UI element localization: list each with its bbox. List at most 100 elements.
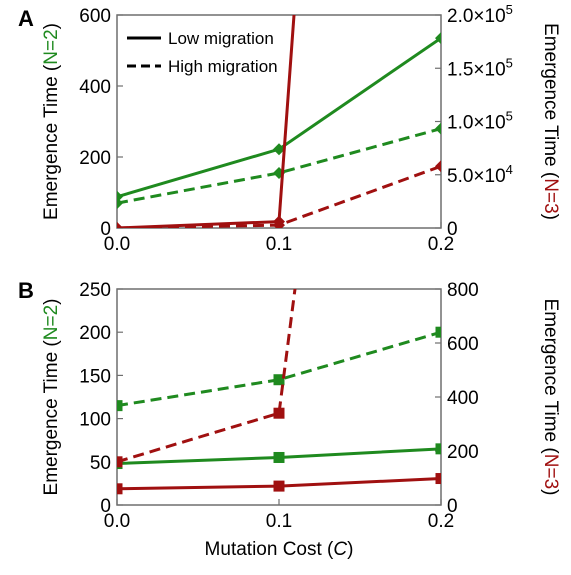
data-point-square <box>117 483 123 495</box>
y-left-tick-label: 250 <box>79 280 111 301</box>
x-axis-label: Mutation Cost (C) <box>205 539 354 560</box>
tick-mantissa: 600 <box>447 334 479 355</box>
data-point-diamond <box>273 143 285 156</box>
data-point-diamond <box>435 160 441 173</box>
panel-b: B0.0 0.1 0.20501001502002500200400600800Em… <box>18 278 561 560</box>
data-point-square <box>273 451 285 463</box>
series-n3-high-migration <box>117 160 441 228</box>
y-left-label-n: N=2 <box>41 305 62 340</box>
x-tick-label: 0.2 <box>428 511 454 532</box>
tick-mantissa: 400 <box>447 388 479 409</box>
y-right-label-suffix: ) <box>540 214 561 220</box>
y-left-tick-label: 100 <box>79 410 111 431</box>
tick-mantissa: 2.0×10 <box>447 6 506 27</box>
y-right-label: Emergence Time (N=3) <box>540 299 561 496</box>
tick-mantissa: 0 <box>447 496 458 517</box>
x-tick-label: 0.1 <box>266 511 292 532</box>
y-right-tick-label: 0 <box>447 496 458 517</box>
x-tick-label: 0.0 <box>104 234 130 255</box>
legend-item: Low migration <box>127 29 274 48</box>
series-line <box>117 289 297 464</box>
plot-frame <box>116 14 442 229</box>
y-left-tick-label: 0 <box>100 496 111 517</box>
series-n3-low-migration <box>117 473 441 495</box>
data-point-square <box>117 456 123 468</box>
x-tick-label: 0.2 <box>428 234 454 255</box>
panel-a: A0.0 0.1 0.2020040060005.0×1041.0×1051.5×1… <box>18 2 561 255</box>
y-left-tick-label: 0 <box>100 219 111 240</box>
y-right-tick-label: 2.0×105 <box>447 2 513 27</box>
data-point-square <box>435 326 441 338</box>
y-left-tick-label: 200 <box>79 148 111 169</box>
data-point-diamond <box>117 197 123 210</box>
series-n3-high-migration <box>117 289 297 468</box>
data-point-diamond <box>273 219 285 228</box>
y-left-label-suffix: ) <box>41 299 62 305</box>
data-point-square <box>273 407 285 419</box>
y-right-tick-label: 0 <box>447 219 458 240</box>
y-right-tick-label: 5.0×104 <box>447 162 513 187</box>
series-n2-low-migration <box>117 32 441 203</box>
series-n2-low-migration <box>117 443 441 470</box>
y-left-label: Emergence Time (N=2) <box>41 299 62 496</box>
y-left-tick-label: 600 <box>79 6 111 27</box>
series-line <box>117 330 441 408</box>
y-right-tick-label: 400 <box>447 388 479 409</box>
series-layer <box>117 15 441 228</box>
y-left-tick-label: 400 <box>79 77 111 98</box>
plot-frame <box>116 288 442 506</box>
panel-label: B <box>18 278 34 303</box>
y-left-label-suffix: ) <box>41 23 62 29</box>
y-right-label-suffix: ) <box>540 489 561 495</box>
y-right-tick-label: 800 <box>447 280 479 301</box>
legend: Low migration High migration <box>127 29 278 76</box>
series-n2-high-migration <box>117 122 441 210</box>
y-left-tick-label: 50 <box>90 453 111 474</box>
data-point-square <box>435 443 441 455</box>
y-left-tick-label: 150 <box>79 366 111 387</box>
x-tick-label: 0.1 <box>266 234 292 255</box>
tick-mantissa: 800 <box>447 280 479 301</box>
y-right-tick-label: 600 <box>447 334 479 355</box>
tick-mantissa: 1.0×10 <box>447 113 506 134</box>
data-point-diamond <box>117 222 123 228</box>
y-left-tick-label: 200 <box>79 323 111 344</box>
panel-label: A <box>18 6 34 31</box>
y-left-label: Emergence Time (N=2) <box>41 23 62 220</box>
y-right-label-n: N=3 <box>540 454 561 489</box>
tick-exponent: 5 <box>506 109 513 124</box>
legend-label: Low migration <box>168 29 274 48</box>
data-point-square <box>117 400 123 412</box>
data-point-diamond <box>435 32 441 45</box>
data-point-diamond <box>435 122 441 135</box>
y-right-tick-label: 1.0×105 <box>447 109 513 134</box>
y-right-label-n: N=3 <box>540 178 561 213</box>
tick-exponent: 4 <box>506 162 513 177</box>
data-point-square <box>273 480 285 492</box>
y-right-label-prefix: Emergence Time ( <box>540 23 561 179</box>
y-right-label-prefix: Emergence Time ( <box>540 299 561 455</box>
tick-mantissa: 1.5×10 <box>447 59 506 80</box>
series-n2-high-migration <box>117 326 441 412</box>
y-left-label-prefix: Emergence Time ( <box>41 64 62 220</box>
data-point-square <box>273 374 285 386</box>
series-n3-low-migration <box>117 15 296 228</box>
y-right-tick-label: 200 <box>447 442 479 463</box>
tick-mantissa: 5.0×10 <box>447 166 506 187</box>
tick-mantissa: 200 <box>447 442 479 463</box>
x-tick-label: 0.0 <box>104 511 130 532</box>
x-label-suffix: ) <box>347 539 353 560</box>
tick-mantissa: 0 <box>447 219 458 240</box>
data-point-square <box>435 473 441 485</box>
x-label-var: C <box>333 539 347 560</box>
series-line <box>117 15 296 228</box>
series-line <box>117 127 441 205</box>
x-label-prefix: Mutation Cost ( <box>205 539 334 560</box>
tick-exponent: 5 <box>506 55 513 70</box>
legend-item: High migration <box>127 57 278 76</box>
y-right-tick-label: 1.5×105 <box>447 55 513 80</box>
y-left-label-n: N=2 <box>41 29 62 64</box>
y-right-label: Emergence Time (N=3) <box>540 23 561 220</box>
tick-exponent: 5 <box>506 2 513 17</box>
